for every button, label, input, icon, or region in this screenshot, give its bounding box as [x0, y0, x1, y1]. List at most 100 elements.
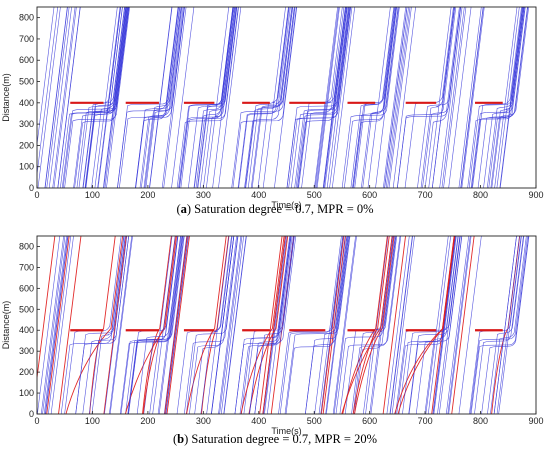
vehicle-trajectory	[316, 7, 340, 188]
cav-trajectory	[65, 236, 124, 414]
vehicle-trajectory	[104, 236, 128, 414]
vehicle-trajectory	[42, 236, 66, 414]
y-tick-label: 200	[19, 367, 34, 377]
y-tick-label: 700	[19, 262, 34, 272]
x-tick-label: 0	[34, 190, 39, 200]
x-tick-label: 200	[140, 190, 155, 200]
vehicle-trajectory	[45, 236, 69, 414]
vehicle-trajectory	[329, 7, 353, 188]
vehicle-trajectory	[384, 7, 408, 188]
vehicle-trajectory	[152, 236, 176, 414]
x-tick-label: 100	[85, 416, 100, 426]
vehicle-trajectory	[194, 7, 234, 188]
y-tick-label: 500	[19, 77, 34, 87]
axes-frame	[36, 235, 537, 415]
vehicle-trajectory	[238, 7, 289, 188]
vehicle-trajectory	[487, 236, 525, 414]
vehicle-trajectory	[262, 7, 286, 188]
vehicle-trajectory	[91, 236, 126, 414]
x-tick-label: 500	[307, 416, 322, 426]
cav-trajectory	[240, 236, 285, 414]
vehicle-trajectory	[447, 236, 471, 414]
panel-caption: (b) Saturation degree = 0.7, MPR = 20%	[173, 432, 377, 446]
y-tick-label: 300	[19, 119, 34, 129]
vehicle-trajectory	[441, 7, 465, 188]
y-tick-label: 400	[19, 98, 34, 108]
cav-trajectory	[37, 236, 56, 382]
vehicle-trajectory	[109, 236, 133, 414]
cav-trajectory	[451, 236, 475, 414]
vehicle-trajectory	[496, 236, 520, 414]
vehicle-trajectory	[402, 236, 459, 414]
vehicle-trajectory	[467, 7, 526, 188]
vehicle-trajectory	[218, 236, 242, 414]
vehicle-trajectory	[109, 236, 133, 414]
vehicle-trajectory	[144, 7, 182, 188]
vehicle-trajectory	[73, 7, 123, 188]
cav-trajectory	[164, 236, 188, 414]
x-axis-label: Time(s)	[271, 200, 301, 210]
vehicle-trajectory	[344, 7, 397, 188]
vehicle-trajectory	[279, 236, 344, 414]
vehicle-trajectory	[474, 236, 524, 414]
vehicle-trajectory	[352, 7, 397, 188]
vehicle-trajectory	[332, 236, 356, 414]
vehicle-trajectory	[78, 7, 126, 188]
cav-trajectory	[58, 236, 82, 414]
vehicle-trajectory	[84, 7, 125, 188]
y-tick-label: 100	[19, 388, 34, 398]
vehicle-trajectory	[119, 7, 181, 188]
vehicle-trajectory	[469, 236, 528, 414]
vehicle-trajectory	[44, 236, 68, 414]
x-tick-label: 600	[362, 190, 377, 200]
vehicle-trajectory	[197, 7, 236, 188]
vehicle-trajectory	[75, 236, 125, 414]
y-tick-label: 400	[19, 325, 34, 335]
vehicle-trajectory	[37, 7, 55, 147]
x-tick-label: 800	[473, 190, 488, 200]
vehicle-trajectory	[37, 236, 61, 414]
x-axis-label: Time(s)	[271, 426, 301, 436]
y-tick-label: 600	[19, 283, 34, 293]
cav-trajectory	[166, 236, 190, 414]
vehicle-trajectory	[165, 236, 189, 414]
x-tick-label: 700	[418, 416, 433, 426]
vehicle-trajectory	[295, 7, 351, 188]
cav-trajectory	[201, 236, 230, 414]
vehicle-trajectory	[250, 7, 295, 188]
y-tick-label: 600	[19, 55, 34, 65]
vehicle-trajectory	[165, 236, 189, 414]
vehicle-trajectory	[141, 7, 185, 188]
vehicle-trajectory	[458, 7, 482, 188]
vehicle-trajectory	[206, 7, 230, 188]
vehicle-trajectory	[136, 236, 182, 414]
vehicle-trajectory	[211, 236, 235, 414]
vehicle-trajectory	[415, 236, 463, 414]
vehicle-trajectory	[82, 236, 130, 414]
trajectories	[37, 236, 530, 414]
vehicle-trajectory	[433, 236, 457, 414]
cav-trajectory	[142, 236, 172, 414]
vehicle-trajectory	[448, 7, 472, 188]
vehicle-trajectory	[135, 7, 182, 188]
vehicle-trajectory	[158, 236, 182, 414]
vehicle-trajectory	[439, 7, 463, 188]
vehicle-trajectory	[223, 236, 247, 414]
vehicle-trajectory	[304, 236, 349, 414]
vehicle-trajectory	[314, 236, 348, 414]
y-axis-label: Distance(m)	[1, 73, 11, 122]
vehicle-trajectory	[445, 236, 470, 414]
x-tick-label: 100	[85, 190, 100, 200]
cav-trajectory	[46, 236, 70, 414]
vehicle-trajectory	[352, 236, 398, 414]
vehicle-trajectory	[314, 7, 343, 188]
vehicle-trajectory	[179, 7, 237, 188]
cav-trajectory	[352, 236, 390, 414]
x-tick-label: 300	[196, 416, 211, 426]
vehicle-trajectory	[232, 7, 297, 188]
vehicle-trajectory	[163, 236, 188, 414]
vehicle-trajectory	[244, 7, 289, 188]
cav-trajectory	[103, 236, 127, 414]
x-tick-label: 500	[307, 190, 322, 200]
